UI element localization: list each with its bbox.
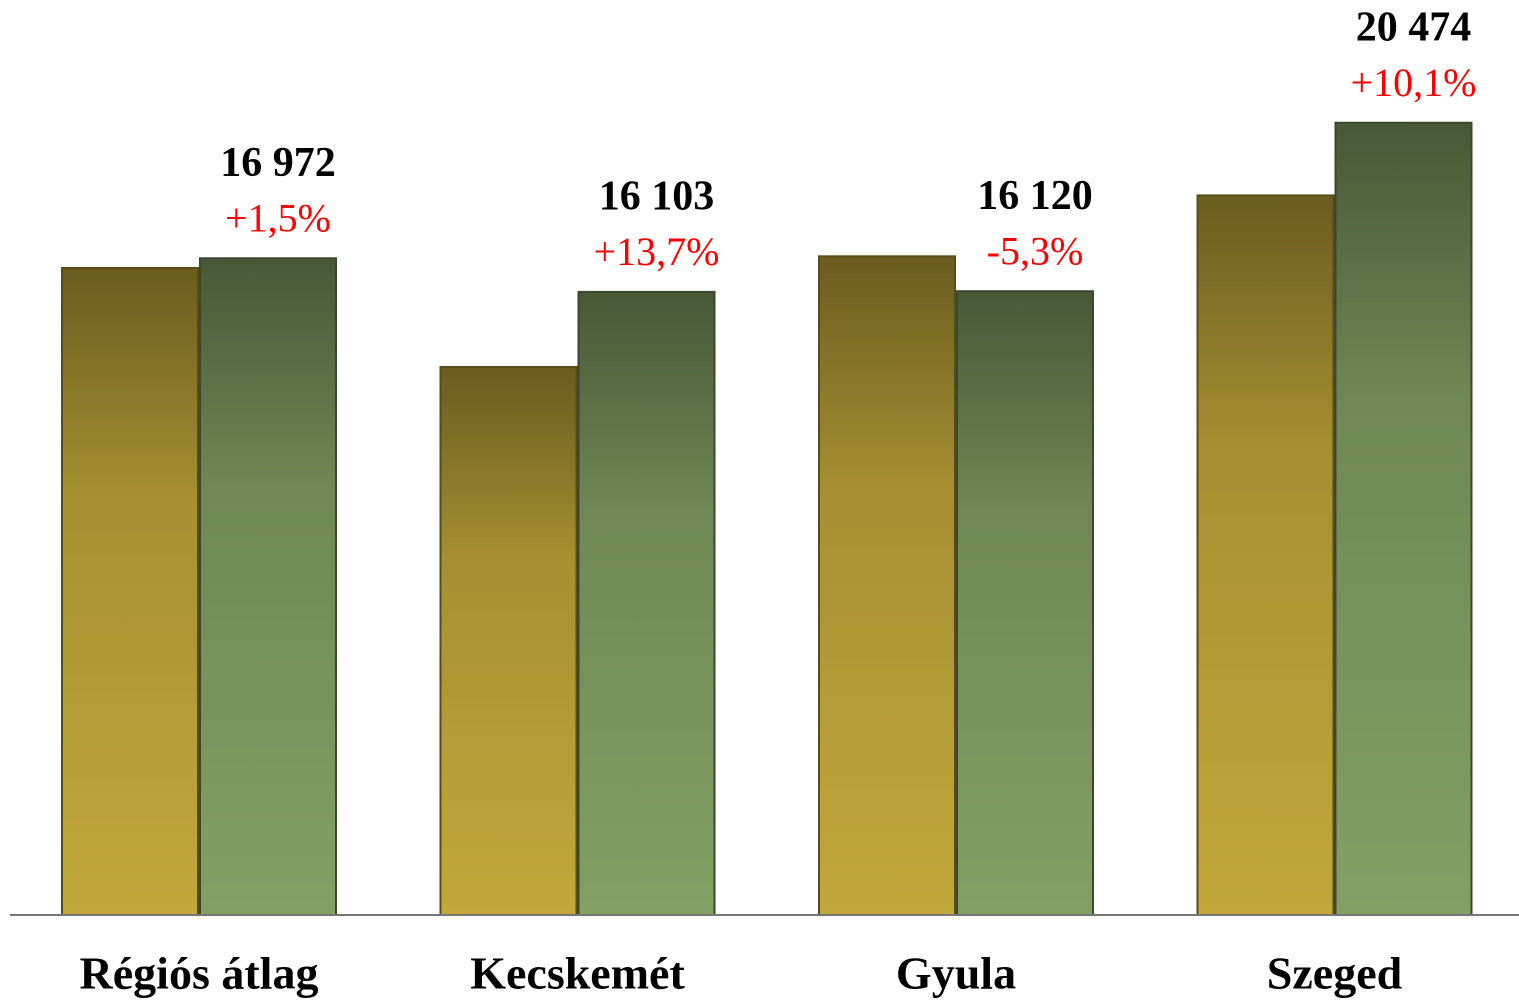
value-label: 16 120 [977,173,1093,219]
x-tick-label: Szeged [1267,948,1403,999]
change-label: +10,1% [1351,60,1477,105]
bar [1196,194,1335,916]
bar [439,365,578,916]
x-tick-label: Kecskemét [470,948,685,999]
bar [956,290,1094,916]
x-tick-label: Régiós átlag [80,948,319,999]
x-tick-label: Gyula [896,948,1016,999]
bar [1334,121,1473,916]
change-label: +1,5% [225,195,331,240]
value-label: 20 474 [1356,4,1472,50]
bar [577,290,716,916]
change-label: +13,7% [594,229,720,274]
bar [61,266,199,917]
value-label: 16 972 [220,140,336,186]
value-label: 16 103 [599,174,715,220]
change-label: -5,3% [987,228,1084,273]
bar [199,257,337,916]
bar [818,255,956,916]
